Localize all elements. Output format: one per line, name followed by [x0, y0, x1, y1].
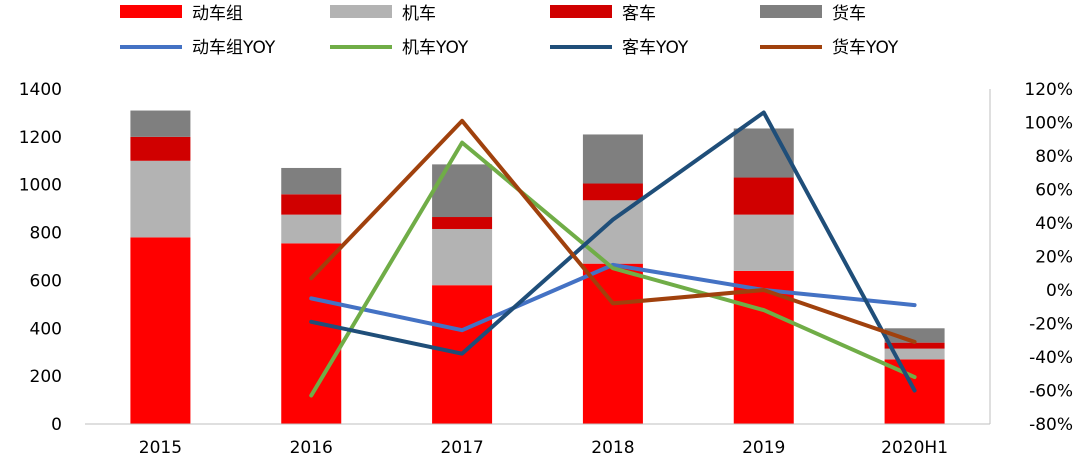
- bar-segment: [130, 136, 191, 161]
- legend-label: 动车组: [192, 4, 243, 24]
- yoy-line: [309, 110, 917, 393]
- bar-segment: [582, 200, 643, 264]
- yoy-line: [309, 262, 917, 333]
- right-tick-label: -80%: [1029, 415, 1073, 435]
- bar-segment: [281, 167, 342, 195]
- x-tick-label: 2018: [591, 438, 634, 458]
- right-tick-label: -60%: [1029, 382, 1073, 402]
- legend-swatch: [550, 5, 612, 18]
- left-tick-label: 200: [30, 367, 62, 387]
- yoy-line: [309, 140, 917, 398]
- legend-label: 客车: [622, 4, 656, 24]
- right-tick-label: -40%: [1029, 348, 1073, 368]
- bar-segment: [130, 237, 191, 424]
- bar-segment: [130, 160, 191, 238]
- right-tick-label: 80%: [1035, 147, 1073, 167]
- bar-segment: [432, 217, 493, 229]
- legend-label: 动车组YOY: [192, 38, 276, 58]
- x-tick-label: 2017: [440, 438, 483, 458]
- bar-segment: [582, 263, 643, 424]
- legend-label: 货车YOY: [832, 38, 899, 58]
- legend-swatch: [120, 5, 182, 18]
- x-tick-label: 2015: [139, 438, 182, 458]
- bar-segment: [733, 177, 794, 215]
- right-tick-label: 120%: [1024, 80, 1073, 100]
- legend-label: 客车YOY: [622, 38, 689, 58]
- x-tick-label: 2019: [742, 438, 785, 458]
- left-tick-label: 800: [30, 224, 62, 244]
- right-tick-label: 60%: [1035, 181, 1073, 201]
- bar-segment: [582, 134, 643, 184]
- right-tick-label: 0%: [1046, 281, 1073, 301]
- bar-segment: [432, 228, 493, 286]
- bar-segment: [884, 342, 945, 349]
- bar-segment: [432, 164, 493, 218]
- left-tick-label: 400: [30, 319, 62, 339]
- x-tick-label: 2016: [290, 438, 333, 458]
- yoy-lines: [309, 110, 917, 398]
- legend-label: 机车: [402, 4, 436, 24]
- right-tick-label: 100%: [1024, 114, 1073, 134]
- left-tick-label: 1400: [19, 80, 62, 100]
- bar-segment: [582, 183, 643, 201]
- x-axis: 2015 2016 2017 2018 2019 2020H1: [85, 423, 990, 458]
- left-tick-label: 1200: [19, 128, 62, 148]
- bar-segment: [281, 214, 342, 244]
- bar-segment: [733, 214, 794, 271]
- bar-segment: [884, 348, 945, 360]
- legend-label: 机车YOY: [402, 38, 469, 58]
- legend-swatch: [330, 5, 392, 18]
- legend-label: 货车: [832, 4, 866, 24]
- legend-swatch: [760, 5, 822, 18]
- left-tick-label: 600: [30, 271, 62, 291]
- right-tick-label: 40%: [1035, 214, 1073, 234]
- left-y-axis: 0 200 400 600 800 1000 1200 1400: [19, 80, 62, 435]
- yoy-line: [309, 118, 917, 344]
- right-tick-label: 20%: [1035, 248, 1073, 268]
- bar-segment: [130, 110, 191, 137]
- left-tick-label: 1000: [19, 176, 62, 196]
- bar-segment: [884, 328, 945, 343]
- right-tick-label: -20%: [1029, 315, 1073, 335]
- left-tick-label: 0: [51, 415, 62, 435]
- x-tick-label: 2020H1: [881, 438, 948, 458]
- bar-segment: [281, 194, 342, 215]
- stacked-bars: [130, 110, 945, 424]
- right-y-axis: -80% -60% -40% -20% 0% 20% 40% 60% 80% 100% 120%: [989, 80, 1073, 435]
